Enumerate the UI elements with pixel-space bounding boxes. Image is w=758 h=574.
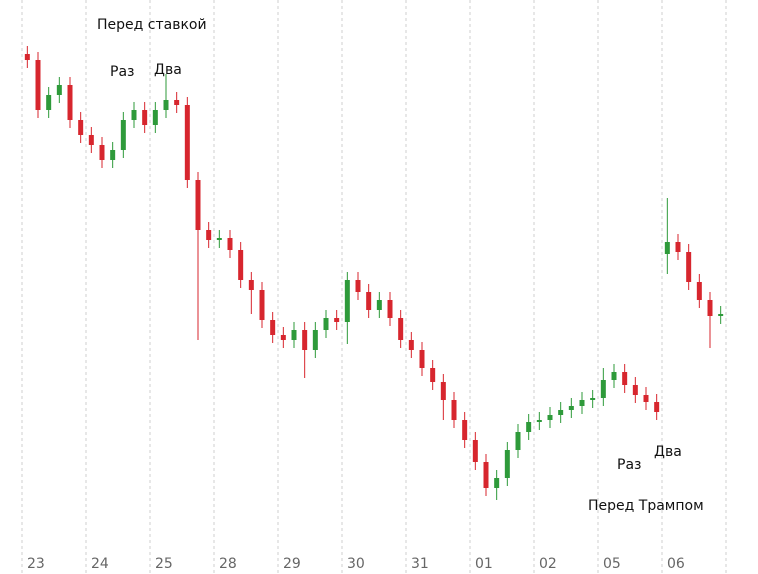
candle-body: [387, 300, 393, 318]
candle-body: [195, 180, 201, 230]
candle-body: [600, 380, 606, 398]
candle-body: [547, 415, 553, 420]
candle-body: [590, 398, 596, 400]
candle-body: [686, 252, 692, 282]
candle-body: [344, 280, 350, 322]
candle-body: [280, 335, 286, 340]
candle-body: [483, 462, 489, 488]
candle-body: [632, 385, 638, 395]
candle-body: [302, 330, 308, 350]
candle-body: [579, 400, 585, 406]
candle-body: [558, 410, 564, 415]
candle-body: [643, 395, 649, 402]
candle-body: [259, 290, 265, 320]
candle-body: [174, 100, 180, 105]
candle-body: [323, 318, 329, 330]
candle-body: [131, 110, 137, 120]
candle-body: [472, 440, 478, 462]
candle-body: [110, 150, 116, 160]
candle-body: [718, 314, 724, 316]
candle-body: [494, 478, 500, 488]
annotation: Перед ставкой: [97, 17, 207, 33]
candle-body: [163, 100, 169, 110]
candle-body: [366, 292, 372, 310]
candle-body: [67, 85, 73, 120]
x-tick-label: 01: [475, 556, 493, 572]
x-tick-label: 30: [347, 556, 365, 572]
candle-body: [24, 54, 30, 60]
candle-body: [46, 95, 52, 110]
candle-body: [216, 238, 222, 240]
x-tick-label: 02: [539, 556, 557, 572]
candle-body: [515, 432, 521, 450]
candle-body: [398, 318, 404, 340]
candle-body: [622, 372, 628, 385]
candle-body: [408, 340, 414, 350]
candle-body: [227, 238, 233, 250]
candle-body: [536, 420, 542, 422]
candle-body: [504, 450, 510, 478]
candle-body: [152, 110, 158, 125]
candle-body: [696, 282, 702, 300]
x-tick-label: 23: [27, 556, 45, 572]
annotation: Перед Трампом: [588, 498, 704, 514]
candle-body: [248, 280, 254, 290]
candle-body: [120, 120, 126, 150]
candle-body: [238, 250, 244, 280]
candle-body: [270, 320, 276, 335]
x-tick-label: 24: [91, 556, 109, 572]
candle-body: [654, 402, 660, 412]
candle-body: [184, 105, 190, 180]
candle-body: [334, 318, 340, 322]
candle-body: [376, 300, 382, 310]
candle-body: [707, 300, 713, 316]
x-tick-label: 06: [667, 556, 685, 572]
candle-body: [312, 330, 318, 350]
candle-body: [56, 85, 62, 95]
candle-body: [451, 400, 457, 420]
grid: [21, 0, 727, 574]
candle-body: [675, 242, 681, 252]
annotation: Два: [154, 62, 182, 78]
x-tick-label: 25: [155, 556, 173, 572]
x-tick-label: 05: [603, 556, 621, 572]
candle-body: [664, 242, 670, 254]
annotation: Раз: [110, 64, 134, 80]
candle-body: [462, 420, 468, 440]
candle-body: [355, 280, 361, 292]
candle-body: [526, 422, 532, 432]
candle-body: [440, 382, 446, 400]
candle-body: [99, 145, 105, 160]
x-tick-label: 29: [283, 556, 301, 572]
annotation: Раз: [617, 457, 641, 473]
candle-body: [142, 110, 148, 125]
candle-body: [88, 135, 94, 145]
candle-body: [430, 368, 436, 382]
candle-body: [568, 406, 574, 410]
x-tick-label: 28: [219, 556, 237, 572]
candle-body: [78, 120, 84, 135]
candle-body: [206, 230, 212, 240]
candle-body: [419, 350, 425, 368]
candle-body: [291, 330, 297, 340]
candle-body: [35, 60, 41, 110]
annotation: Два: [654, 444, 682, 460]
candle-body: [611, 372, 617, 380]
x-tick-label: 31: [411, 556, 429, 572]
